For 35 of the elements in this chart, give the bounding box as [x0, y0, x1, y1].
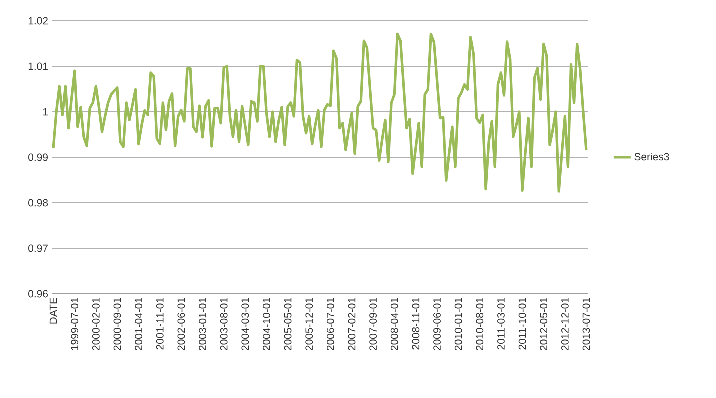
y-tick-label: 1.01 [28, 62, 48, 70]
x-tick-label: 2003-01-01 [199, 298, 206, 350]
x-tick-label: 2012-12-01 [561, 298, 569, 350]
x-tick-label: 2007-02-01 [348, 298, 356, 350]
y-tick-label: 1.02 [28, 17, 48, 25]
x-tick-label: 2010-01-01 [454, 298, 462, 350]
x-tick-label: 2013-07-01 [582, 298, 590, 350]
x-tick-label: 2000-02-01 [92, 298, 100, 350]
y-tick-label: 0.99 [28, 154, 48, 162]
x-tick-label: 2001-11-01 [156, 298, 164, 350]
x-tick-label: 1999-07-01 [71, 298, 79, 350]
x-tick-label: 2001-04-01 [135, 298, 143, 350]
x-tick-label: 2002-06-01 [178, 298, 186, 350]
x-tick-label: 2008-04-01 [390, 298, 398, 350]
y-tick-label: 0.98 [28, 199, 48, 207]
x-tick-label: 2003-08-01 [220, 298, 228, 350]
y-tick-label: 1 [43, 108, 48, 116]
x-tick-label: 2011-03-01 [498, 298, 505, 350]
x-tick-label: 2007-09-01 [370, 298, 378, 350]
y-tick-label: 0.96 [28, 290, 48, 298]
x-tick-label: 2000-09-01 [114, 298, 122, 350]
x-tick-label: 2009-06-01 [434, 298, 441, 350]
legend-label: Series3 [634, 152, 670, 161]
x-tick-label: 2004-10-01 [263, 298, 270, 350]
y-tick-label: 0.97 [28, 244, 48, 252]
x-tick-label: 2005-12-01 [306, 298, 314, 350]
x-tick-label: 2004-03-01 [242, 298, 250, 350]
line-series [52, 32, 588, 193]
x-tick-label: 2008-11-01 [412, 298, 420, 350]
x-tick-label: 2011-10-01 [518, 298, 526, 350]
x-tick-label: 2010-08-01 [476, 298, 484, 350]
x-tick-label: DATE [50, 298, 58, 324]
x-tick-label: 2005-05-01 [284, 298, 292, 350]
x-tick-label: 2006-07-01 [326, 298, 334, 350]
x-tick-label: 2012-05-01 [540, 298, 548, 350]
